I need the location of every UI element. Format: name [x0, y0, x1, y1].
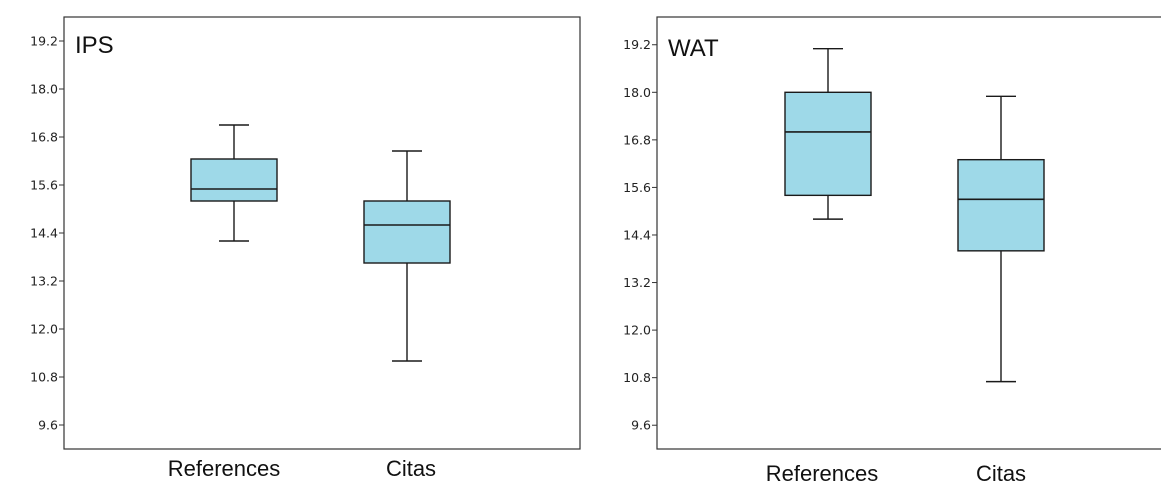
x-tick-label-references: References	[168, 456, 281, 481]
panel-title: IPS	[75, 32, 114, 59]
y-axis: 9.6 10.8 12.0 13.2 14.4 15.6 16.8 18.0 19.2	[30, 34, 64, 433]
y-tick-label: 12.0	[623, 323, 651, 338]
box-citas	[363, 150, 451, 362]
y-tick-label: 15.6	[623, 180, 651, 195]
box-series	[784, 48, 1045, 383]
y-tick-label: 19.2	[30, 34, 58, 49]
x-tick-label-citas: Citas	[976, 461, 1026, 481]
panel-wat: WAT 9.610.812.013.214.415.616.818.019.2 …	[623, 16, 1161, 481]
iqr-box	[957, 158, 1045, 252]
box-references	[784, 48, 872, 220]
y-tick-label: 10.8	[623, 370, 651, 385]
y-tick-label: 18.0	[623, 85, 651, 100]
y-tick-label: 12.0	[30, 322, 58, 337]
y-tick-label: 15.6	[30, 178, 58, 193]
y-tick-label: 9.6	[38, 418, 58, 433]
panel-title: WAT	[668, 35, 719, 62]
plot-frame	[656, 16, 1161, 450]
x-tick-label-references: References	[766, 461, 879, 481]
y-tick-label: 18.0	[30, 82, 58, 97]
y-tick-label: 19.2	[623, 37, 651, 52]
panel-ips: IPS 9.610.812.013.214.415.616.818.019.2 …	[30, 16, 581, 481]
iqr-box	[190, 158, 278, 202]
y-tick-label: 9.6	[631, 418, 651, 433]
iqr-box	[363, 200, 451, 264]
y-tick-label: 14.4	[30, 226, 58, 241]
box-citas	[957, 95, 1045, 383]
x-tick-label-citas: Citas	[386, 456, 436, 481]
box-series	[190, 124, 451, 362]
y-tick-label: 16.8	[623, 132, 651, 147]
box-references	[190, 124, 278, 242]
plot-frame	[63, 16, 581, 450]
y-tick-label: 13.2	[30, 274, 58, 289]
iqr-box	[784, 91, 872, 197]
y-tick-label: 16.8	[30, 130, 58, 145]
y-tick-label: 13.2	[623, 275, 651, 290]
y-tick-label: 10.8	[30, 370, 58, 385]
y-axis: 9.6 10.8 12.0 13.2 14.4 15.6 16.8 18.0 19.2	[623, 37, 657, 433]
y-tick-label: 14.4	[623, 227, 651, 242]
